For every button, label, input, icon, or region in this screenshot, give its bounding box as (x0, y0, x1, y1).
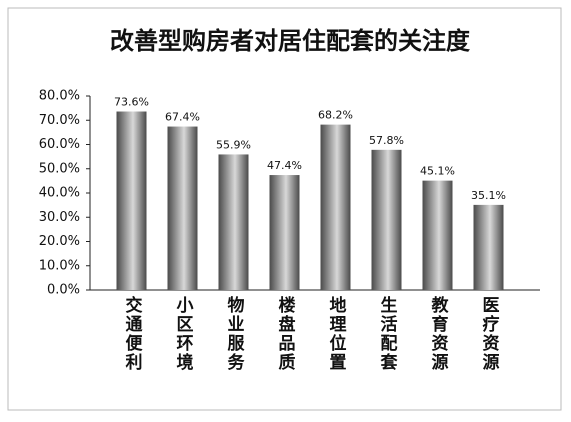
value-label: 55.9% (216, 138, 251, 151)
y-tick-label: 70.0% (39, 113, 80, 128)
chart-title: 改善型购房者对居住配套的关注度 (110, 27, 471, 55)
y-tick-label: 20.0% (39, 234, 80, 249)
value-label: 73.6% (114, 96, 149, 109)
y-tick-label: 60.0% (39, 137, 80, 152)
x-tick-label: 物业服务 (224, 295, 245, 372)
x-tick-label: 小区环境 (173, 296, 194, 372)
bar (269, 175, 300, 290)
x-tick-label: 楼盘品质 (275, 295, 296, 372)
y-tick-label: 30.0% (39, 210, 80, 225)
bar (422, 180, 453, 290)
value-label: 45.1% (420, 165, 455, 178)
bar (167, 126, 198, 291)
y-tick-label: 0.0% (47, 283, 80, 298)
x-tick-label: 交通便利 (122, 295, 143, 372)
value-label: 35.1% (471, 189, 506, 202)
y-tick-label: 80.0% (39, 89, 80, 104)
value-label: 47.4% (267, 159, 302, 172)
y-tick-label: 10.0% (39, 258, 80, 273)
x-tick-label: 生活配套 (377, 295, 399, 372)
x-tick-label: 教育资源 (428, 295, 450, 372)
y-tick-label: 40.0% (39, 186, 80, 201)
x-tick-label: 地理位置 (326, 295, 347, 372)
value-label: 57.8% (369, 134, 404, 147)
bar (116, 111, 147, 291)
x-tick-label: 医疗资源 (479, 296, 500, 372)
bar (371, 149, 402, 290)
y-tick-label: 50.0% (39, 161, 80, 176)
bar (218, 154, 249, 290)
value-label: 67.4% (165, 111, 200, 124)
bar (320, 124, 351, 291)
value-label: 68.2% (318, 109, 353, 122)
bar (473, 204, 504, 290)
